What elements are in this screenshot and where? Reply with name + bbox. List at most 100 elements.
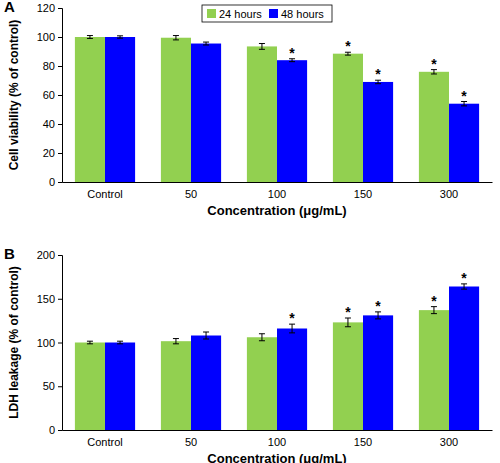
error-cap bbox=[289, 61, 295, 62]
error-bar bbox=[259, 44, 265, 50]
error-cap bbox=[289, 332, 295, 333]
y-tick-mark bbox=[58, 255, 62, 256]
error-cap bbox=[345, 55, 351, 56]
y-axis: 050100150200 bbox=[37, 249, 63, 436]
y-tick: 20 bbox=[43, 147, 62, 159]
error-cap bbox=[431, 313, 437, 314]
error-bar bbox=[173, 36, 179, 40]
bar bbox=[105, 37, 135, 182]
y-axis-line bbox=[58, 9, 63, 183]
y-axis-title: LDH leakage (% of control) bbox=[7, 266, 21, 419]
y-tick: 200 bbox=[37, 249, 62, 261]
panel-label: A bbox=[4, 0, 15, 15]
error-cap bbox=[203, 42, 209, 43]
panel-label: B bbox=[4, 245, 15, 262]
error-cap bbox=[173, 35, 179, 36]
significance-marker: * bbox=[461, 88, 467, 104]
bar bbox=[105, 343, 135, 431]
y-tick-label: 40 bbox=[43, 118, 55, 130]
bar bbox=[277, 60, 307, 182]
significance-marker: * bbox=[375, 66, 381, 82]
error-cap bbox=[203, 44, 209, 45]
y-tick: 50 bbox=[43, 380, 62, 392]
bar bbox=[247, 46, 277, 182]
y-tick-mark bbox=[58, 182, 62, 183]
error-stem bbox=[175, 36, 176, 40]
error-stem bbox=[175, 339, 176, 344]
bars bbox=[75, 36, 479, 182]
error-cap bbox=[173, 343, 179, 344]
x-tick-label: Control bbox=[87, 436, 122, 448]
y-tick-label: 200 bbox=[37, 249, 55, 261]
bar bbox=[449, 287, 479, 431]
error-cap bbox=[87, 341, 93, 342]
bar bbox=[161, 38, 191, 182]
error-bar bbox=[203, 332, 209, 339]
error-cap bbox=[259, 43, 265, 44]
bar bbox=[191, 336, 221, 431]
x-axis-line bbox=[63, 182, 493, 183]
x-tick-label: 100 bbox=[268, 188, 286, 200]
y-tick-mark bbox=[58, 66, 62, 67]
x-axis: Control50100150300 bbox=[63, 430, 493, 448]
significance-marker: * bbox=[345, 304, 351, 320]
y-tick: 0 bbox=[49, 176, 62, 188]
y-tick: 40 bbox=[43, 118, 62, 130]
y-tick-mark bbox=[58, 8, 62, 9]
bar bbox=[419, 72, 449, 182]
x-tick: 150 bbox=[354, 182, 372, 200]
error-cap bbox=[87, 35, 93, 36]
y-tick-mark bbox=[58, 343, 62, 344]
x-tick: 300 bbox=[440, 430, 458, 448]
bar bbox=[419, 310, 449, 430]
y-tick: 80 bbox=[43, 60, 62, 72]
y-tick-mark bbox=[58, 386, 62, 387]
bar bbox=[161, 341, 191, 430]
bar bbox=[363, 82, 393, 182]
x-tick-label: 50 bbox=[185, 188, 197, 200]
significance-marker: * bbox=[289, 310, 295, 326]
error-cap bbox=[117, 343, 123, 344]
error-cap bbox=[203, 332, 209, 333]
x-tick-label: 150 bbox=[354, 188, 372, 200]
y-axis: 0 20 40 60 80 100 120 bbox=[37, 2, 63, 188]
error-cap bbox=[375, 318, 381, 319]
bar bbox=[363, 315, 393, 430]
error-bar bbox=[87, 36, 93, 39]
bar bbox=[277, 329, 307, 431]
error-cap bbox=[431, 73, 437, 74]
y-tick-label: 60 bbox=[43, 89, 55, 101]
y-tick: 60 bbox=[43, 89, 62, 101]
y-tick-label: 100 bbox=[37, 31, 55, 43]
x-tick: 300 bbox=[440, 182, 458, 200]
error-cap bbox=[259, 340, 265, 341]
y-tick-label: 50 bbox=[43, 380, 55, 392]
x-tick-label: 300 bbox=[440, 436, 458, 448]
error-cap bbox=[203, 339, 209, 340]
x-tick: Control bbox=[87, 182, 122, 200]
error-cap bbox=[173, 39, 179, 40]
x-tick: 50 bbox=[185, 182, 197, 200]
y-tick-label: 20 bbox=[43, 147, 55, 159]
y-tick-mark bbox=[58, 299, 62, 300]
y-tick-mark bbox=[58, 124, 62, 125]
bar bbox=[449, 104, 479, 182]
error-cap bbox=[345, 326, 351, 327]
x-axis-line bbox=[63, 430, 493, 431]
x-axis-title: Concentration (μg/mL) bbox=[207, 451, 346, 463]
x-tick: 100 bbox=[268, 182, 286, 200]
y-axis-title: Cell viability (% of control) bbox=[7, 20, 21, 171]
y-tick-label: 120 bbox=[37, 2, 55, 14]
y-tick: 100 bbox=[37, 31, 62, 43]
significance-marker: * bbox=[289, 45, 295, 61]
error-cap bbox=[173, 338, 179, 339]
error-bar bbox=[117, 341, 123, 344]
x-tick-label: 100 bbox=[268, 436, 286, 448]
legend-label: 48 hours bbox=[281, 8, 324, 20]
error-bar bbox=[87, 341, 93, 344]
significance-marker: * bbox=[461, 270, 467, 286]
error-bar bbox=[173, 339, 179, 344]
bars bbox=[75, 284, 479, 430]
figure: *****020406080100120Control50100150300Co… bbox=[0, 0, 500, 463]
significance-marker: * bbox=[345, 38, 351, 54]
